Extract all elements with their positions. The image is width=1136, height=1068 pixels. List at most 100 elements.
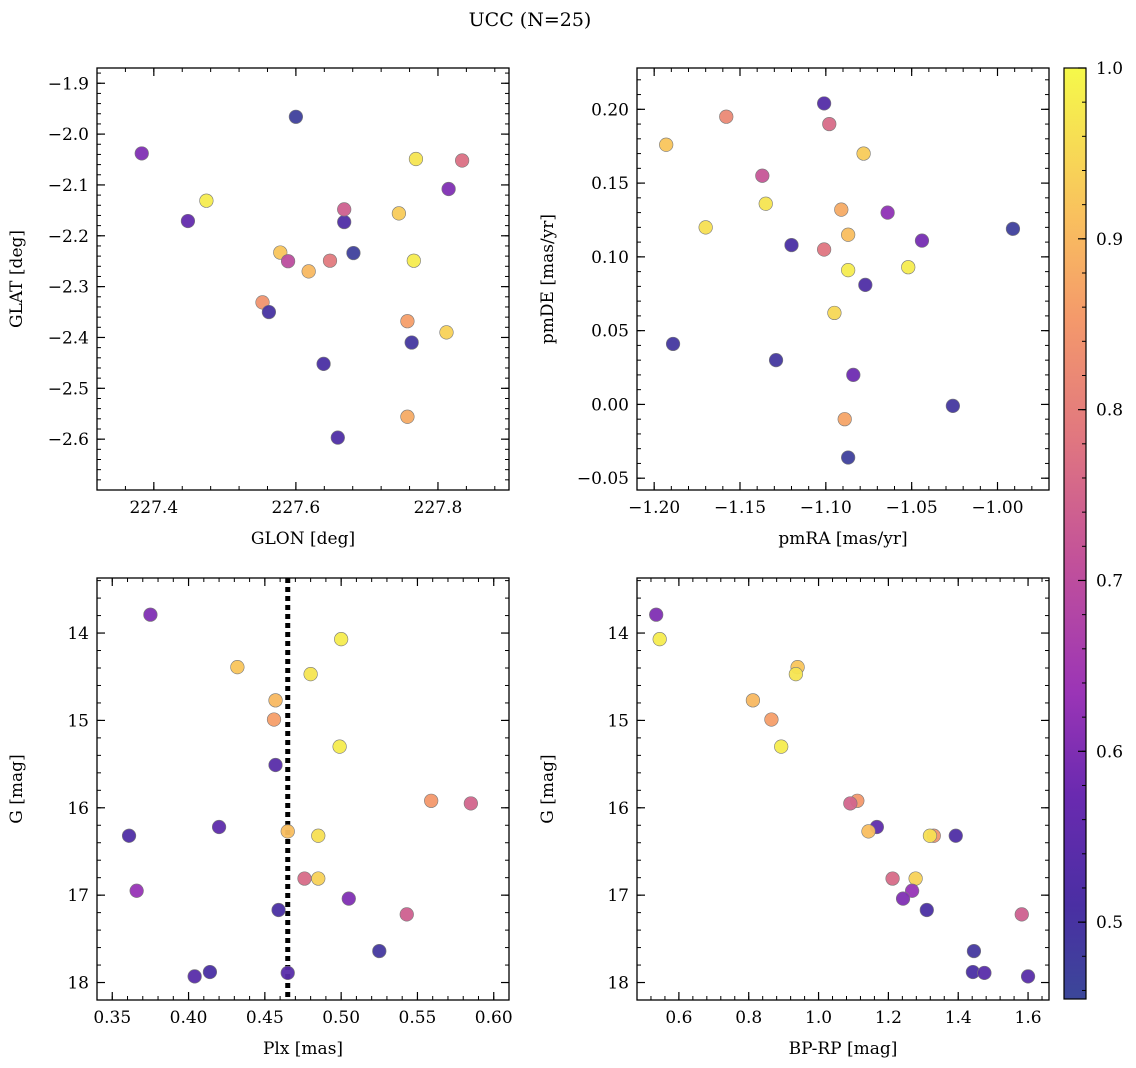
data-point (404, 335, 419, 350)
y-tick-label: 14 (67, 624, 89, 644)
data-point (817, 242, 832, 257)
panel-3: 0.35 0.40 0.45 0.50 0.55 0.60 14 15 16 17 18 Plx [m… (7, 577, 513, 1059)
data-point (846, 367, 861, 383)
colorbar: 0.5 0.6 0.7 0.8 0.9 1.0 (1063, 59, 1123, 1000)
panel-2: −1.20 −1.15 −1.10 −1.05 −1.00 −0.05 0.00 0.05 0.… (538, 67, 1050, 549)
panels: 227.4 227.6 227.8 −1.9 −2.0 −2.1 −2.2 −2.3 −2.4 −… (7, 67, 1050, 1059)
data-point (834, 202, 849, 217)
x-tick-label: −1.10 (800, 498, 852, 518)
data-point (784, 237, 799, 253)
y-tick-label: 17 (67, 886, 89, 906)
y-tick-label: −2.3 (48, 278, 89, 298)
x-tick-label: −1.00 (971, 498, 1023, 518)
data-point (330, 430, 345, 445)
colorbar-ticks: 0.5 0.6 0.7 0.8 0.9 1.0 (1078, 59, 1123, 991)
data-point (199, 193, 214, 208)
y-tick-label: 0.20 (591, 100, 629, 120)
colorbar-tick-label: 0.6 (1096, 742, 1123, 762)
data-point (280, 965, 295, 981)
data-point (901, 260, 916, 275)
data-point (180, 213, 196, 229)
x-tick-label: 0.35 (93, 1008, 131, 1028)
data-point (977, 965, 992, 981)
y-axis-label: GLAT [deg] (7, 230, 27, 328)
x-axis-label: GLON [deg] (251, 529, 355, 549)
panel-4: 0.6 0.8 1.0 1.2 1.4 1.6 14 15 16 17 18 BP-RP [mag] G… (538, 577, 1050, 1059)
panel-1: 227.4 227.6 227.8 −1.9 −2.0 −2.1 −2.2 −2.3 −2.4 −… (7, 67, 510, 549)
x-tick-label: 1.2 (875, 1008, 902, 1028)
data-point (400, 409, 415, 424)
plot-frame (96, 67, 510, 491)
data-point (441, 181, 456, 197)
data-point (768, 353, 784, 368)
data-point (334, 632, 349, 647)
colorbar-tick-label: 0.8 (1096, 401, 1123, 421)
data-point (406, 253, 421, 268)
data-point (202, 964, 218, 980)
data-point (1005, 221, 1021, 236)
data-point (372, 943, 387, 959)
data-point (914, 233, 930, 248)
y-axis-label: G [mag] (7, 754, 27, 823)
x-tick-label: −1.05 (886, 498, 938, 518)
colorbar-tick-label: 0.9 (1096, 230, 1123, 250)
x-tick-label: 0.45 (246, 1008, 284, 1028)
data-point (455, 153, 470, 168)
x-tick-label: 1.6 (1015, 1008, 1042, 1028)
data-point (332, 739, 347, 754)
data-point (841, 263, 856, 278)
x-tick-label: 227.4 (129, 498, 178, 518)
y-tick-label: 18 (67, 974, 89, 994)
data-point (841, 450, 856, 465)
data-point (698, 220, 713, 235)
data-point (764, 712, 779, 727)
data-point (408, 151, 424, 167)
data-point (880, 205, 895, 220)
data-point (827, 305, 842, 321)
plot-frame (636, 577, 1050, 1001)
x-tick-label: 1.4 (945, 1008, 972, 1028)
data-point (316, 356, 331, 372)
data-point (948, 828, 963, 843)
data-point (301, 264, 316, 279)
x-tick-label: 0.60 (475, 1008, 513, 1028)
y-tick-label: 16 (67, 799, 89, 819)
data-point (922, 828, 938, 843)
data-point (134, 146, 149, 161)
data-point (817, 96, 832, 111)
y-axis-label: pmDE [mas/yr] (538, 214, 558, 344)
data-point (268, 693, 283, 708)
data-point (143, 607, 158, 622)
y-axis-label: G [mag] (538, 754, 558, 823)
data-point (788, 667, 803, 682)
data-point (719, 109, 734, 124)
data-point (337, 202, 352, 217)
y-tick-label: 15 (607, 711, 629, 731)
y-tick-label: 0.00 (591, 395, 629, 415)
x-tick-label: 1.0 (805, 1008, 832, 1028)
data-point (652, 632, 667, 647)
x-tick-label: 0.55 (399, 1008, 437, 1028)
data-point (261, 304, 277, 320)
data-point (211, 819, 227, 835)
data-point (391, 206, 406, 221)
data-point (311, 871, 326, 886)
data-point (758, 196, 773, 211)
x-tick-label: −1.15 (714, 498, 766, 518)
data-point (341, 891, 356, 906)
data-point (399, 907, 414, 922)
y-tick-label: 14 (607, 624, 629, 644)
y-tick-label: −1.9 (48, 74, 89, 94)
y-tick-label: 16 (607, 799, 629, 819)
data-point (424, 793, 439, 808)
data-point (439, 325, 454, 340)
data-point (1020, 969, 1036, 984)
data-point (297, 871, 312, 886)
figure-title: UCC (N=25) (469, 9, 592, 31)
data-point (311, 828, 326, 843)
data-point (966, 943, 982, 959)
x-axis-label: Plx [mas] (263, 1039, 343, 1059)
data-point (665, 336, 681, 352)
data-point (755, 168, 770, 183)
